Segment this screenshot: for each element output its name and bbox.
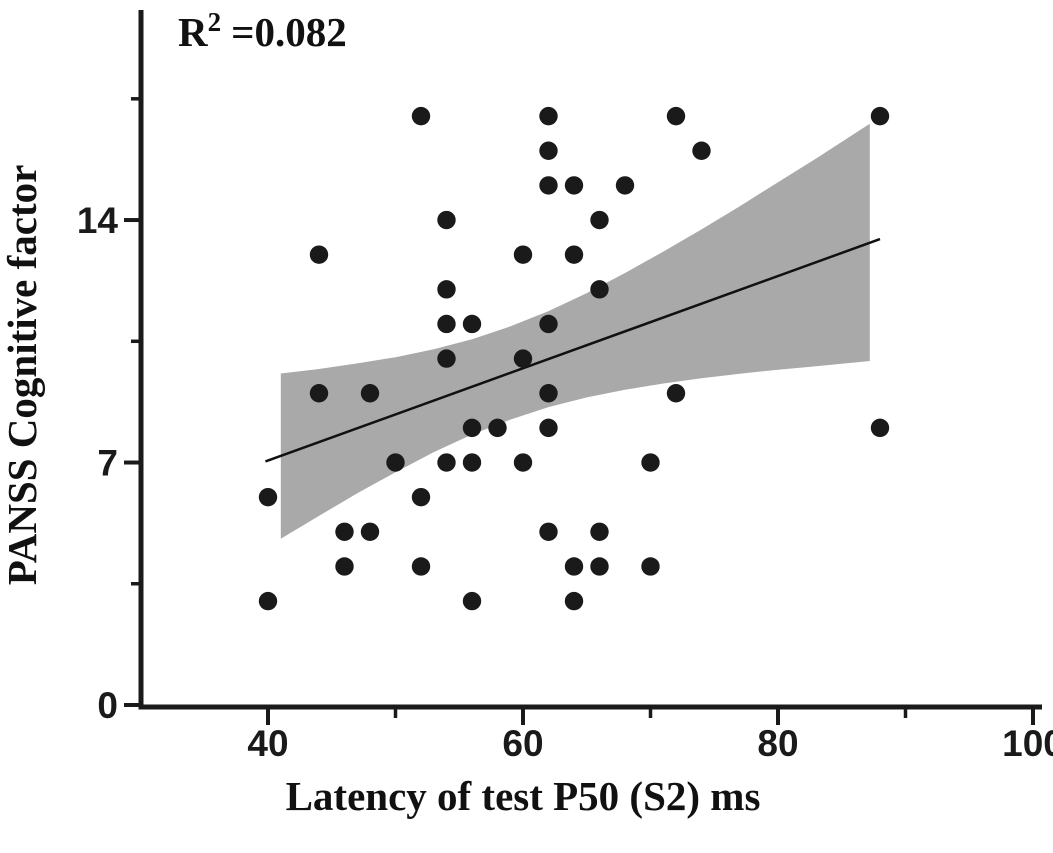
data-point <box>590 210 609 230</box>
data-point <box>590 557 609 576</box>
y-axis-title: PANSS Cognitive factor <box>0 165 45 586</box>
data-point <box>666 106 686 126</box>
data-point <box>437 280 456 299</box>
data-point <box>539 141 558 160</box>
data-point <box>539 314 558 334</box>
data-point <box>411 487 431 507</box>
data-point <box>462 453 482 472</box>
data-point <box>462 418 482 438</box>
y-tick-label: 7 <box>97 443 118 484</box>
scatter-points <box>258 106 890 611</box>
data-point <box>615 176 635 195</box>
data-point <box>437 349 456 368</box>
x-axis-title: Latency of test P50 (S2) ms <box>286 773 761 819</box>
data-point <box>539 418 558 438</box>
x-tick-label: 80 <box>757 723 798 764</box>
data-point <box>360 384 380 403</box>
data-point <box>513 349 533 368</box>
data-point <box>692 141 711 160</box>
data-point <box>360 522 380 541</box>
data-point <box>258 487 278 507</box>
data-point <box>539 176 558 195</box>
data-point <box>564 176 584 195</box>
data-point <box>437 453 456 472</box>
data-point <box>309 384 329 403</box>
data-point <box>386 453 405 472</box>
data-point <box>411 106 431 126</box>
data-point <box>870 418 890 438</box>
data-point <box>258 591 278 611</box>
data-point <box>309 245 329 264</box>
data-point <box>488 418 507 438</box>
data-point <box>513 245 533 264</box>
data-point <box>335 557 354 576</box>
data-point <box>437 210 456 230</box>
data-point <box>564 557 584 576</box>
regression-line <box>265 237 881 463</box>
y-tick-label: 14 <box>77 200 119 241</box>
data-point <box>462 591 482 611</box>
data-point <box>411 557 431 576</box>
y-tick-label: 0 <box>97 685 118 726</box>
data-point <box>335 522 354 541</box>
data-point <box>641 557 660 576</box>
data-point <box>564 245 584 264</box>
data-point <box>539 106 558 126</box>
data-point <box>437 314 456 334</box>
data-point <box>539 384 558 403</box>
data-point <box>513 453 533 472</box>
data-point <box>564 591 584 611</box>
x-tick-label: 100 <box>1002 723 1053 764</box>
confidence-band <box>280 123 870 539</box>
data-point <box>641 453 660 472</box>
data-point <box>590 522 609 541</box>
data-point <box>666 384 686 403</box>
x-tick-label: 60 <box>502 723 543 764</box>
x-tick-label: 40 <box>247 723 288 764</box>
data-point <box>590 280 609 299</box>
data-point <box>462 314 482 334</box>
r-squared-annotation: R2 =0.082 <box>178 7 347 55</box>
data-point <box>539 522 558 541</box>
data-point <box>870 106 890 126</box>
